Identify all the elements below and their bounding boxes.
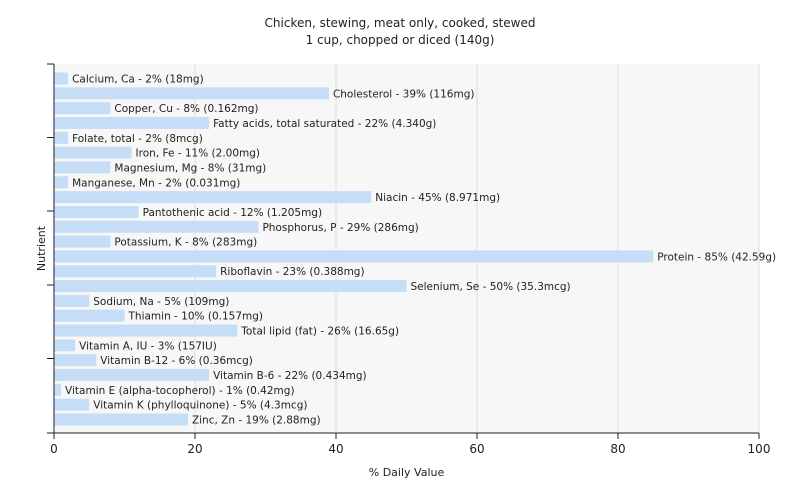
x-tick-label: 20 (187, 442, 202, 456)
bar (54, 398, 90, 411)
bar (54, 146, 132, 159)
bar-labels: Calcium, Ca - 2% (18mg) Cholesterol - 39%… (65, 74, 776, 427)
bar (54, 205, 139, 218)
bar-label: Total lipid (fat) - 26% (16.65g) (240, 326, 399, 338)
bar-label: Vitamin E (alpha-tocopherol) - 1% (0.42m… (65, 385, 294, 397)
bar-label: Vitamin B-6 - 22% (0.434mg) (213, 370, 367, 382)
bar-label: Vitamin A, IU - 3% (157IU) (79, 340, 217, 352)
axes: 0 20 40 60 80 100 (47, 63, 771, 456)
bar-label: Copper, Cu - 8% (0.162mg) (114, 103, 258, 115)
bar-label: Sodium, Na - 5% (109mg) (93, 296, 229, 308)
chart-subtitle: 1 cup, chopped or diced (140g) (306, 33, 495, 47)
x-tick-label: 80 (610, 442, 625, 456)
bar (54, 413, 188, 426)
bar-label: Folate, total - 2% (8mcg) (72, 133, 203, 145)
bar-label: Potassium, K - 8% (283mg) (114, 237, 257, 249)
bar (54, 250, 654, 263)
bar (54, 339, 76, 352)
bar-label: Iron, Fe - 11% (2.00mg) (136, 148, 260, 160)
bar (54, 161, 111, 174)
bar (54, 116, 210, 129)
bar (54, 176, 69, 189)
bar-label: Protein - 85% (42.59g) (657, 251, 776, 263)
bar (54, 102, 111, 115)
bar (54, 324, 238, 337)
x-tick-label: 100 (748, 442, 771, 456)
bar (54, 280, 407, 293)
bar-label: Cholesterol - 39% (116mg) (333, 88, 475, 100)
bar (54, 220, 259, 233)
bar (54, 191, 372, 204)
bar (54, 354, 97, 367)
bar-label: Zinc, Zn - 19% (2.88mg) (192, 415, 321, 427)
bar (54, 87, 329, 100)
bar-label: Thiamin - 10% (0.157mg) (128, 311, 264, 323)
chart-title: Chicken, stewing, meat only, cooked, ste… (265, 16, 536, 30)
bar-label: Calcium, Ca - 2% (18mg) (72, 74, 204, 86)
y-axis-title: Nutrient (35, 225, 48, 271)
x-tick-label: 40 (328, 442, 343, 456)
x-tick-label: 60 (469, 442, 484, 456)
bar (54, 265, 217, 278)
bar-label: Pantothenic acid - 12% (1.205mg) (143, 207, 322, 219)
x-tick-label: 0 (50, 442, 58, 456)
bar-label: Selenium, Se - 50% (35.3mcg) (411, 281, 571, 293)
bar (54, 383, 62, 396)
bars (54, 72, 654, 426)
x-axis-title: % Daily Value (369, 466, 445, 479)
bar (54, 309, 125, 322)
bar (54, 131, 69, 144)
bar (54, 369, 210, 382)
bar (54, 72, 69, 85)
bar-label: Niacin - 45% (8.971mg) (375, 192, 500, 204)
bar-label: Magnesium, Mg - 8% (31mg) (114, 162, 266, 174)
bar-label: Vitamin K (phylloquinone) - 5% (4.3mcg) (93, 400, 307, 412)
bar (54, 294, 90, 307)
bar-label: Fatty acids, total saturated - 22% (4.34… (213, 118, 436, 130)
bar-label: Vitamin B-12 - 6% (0.36mcg) (100, 355, 253, 367)
bar (54, 235, 111, 248)
bar-label: Phosphorus, P - 29% (286mg) (262, 222, 418, 234)
bar-label: Riboflavin - 23% (0.388mg) (220, 266, 364, 278)
bar-label: Manganese, Mn - 2% (0.031mg) (72, 177, 240, 189)
